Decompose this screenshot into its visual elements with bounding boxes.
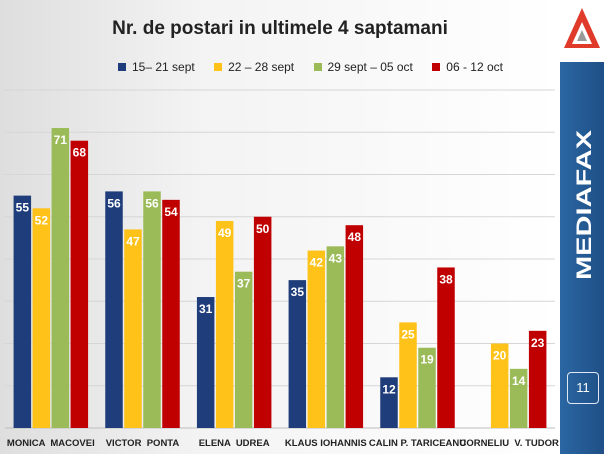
legend-swatch-2 <box>214 63 223 71</box>
bar-value-label: 20 <box>493 349 507 363</box>
legend-item-4: 06 - 12 oct <box>432 60 503 74</box>
bar-chart-plot: 55 52 71 68 MONICA MACOVEI 56 47 56 54 VICTOR PON… <box>5 89 559 449</box>
category-label: KLAUS IOHANNIS <box>285 438 367 449</box>
bar <box>70 140 89 428</box>
bar <box>509 368 528 428</box>
legend: 15– 21 sept 22 – 28 sept 29 sept – 05 oc… <box>118 60 503 74</box>
bar-value-label: 48 <box>348 230 362 244</box>
bar <box>253 216 272 428</box>
bar <box>418 347 436 428</box>
chart-area <box>0 0 560 454</box>
category-label: MONICA MACOVEI <box>7 438 95 449</box>
bar-value-label: 49 <box>218 226 232 240</box>
triangle-logo-icon <box>564 8 600 48</box>
bar <box>51 128 70 428</box>
bar <box>380 377 398 428</box>
bar-value-label: 56 <box>145 196 159 210</box>
bar <box>437 267 455 428</box>
bar-value-label: 42 <box>310 256 324 270</box>
bar-value-label: 23 <box>531 336 545 350</box>
bar <box>288 280 307 428</box>
bar-value-label: 25 <box>401 327 415 341</box>
category-label: CALIN P. TARICEANU <box>369 438 466 449</box>
legend-label-2: 22 – 28 sept <box>228 60 295 74</box>
bar-value-label: 56 <box>107 196 121 210</box>
bar-value-label: 19 <box>420 353 434 367</box>
category-label: VICTOR PONTA <box>106 438 180 449</box>
bar-value-label: 55 <box>16 201 30 215</box>
legend-item-3: 29 sept – 05 oct <box>313 60 413 74</box>
bar-value-label: 35 <box>291 285 305 299</box>
legend-swatch-1 <box>118 63 126 71</box>
bar-value-label: 37 <box>237 277 251 291</box>
brand-text: MEDIAFAX <box>573 130 596 280</box>
bar <box>307 250 326 428</box>
mediafax-sidebar: MEDIAFAX 11 <box>560 0 604 454</box>
bar-value-label: 12 <box>382 382 396 396</box>
bar <box>124 229 142 428</box>
bar <box>345 225 364 428</box>
bar-value-label: 47 <box>126 234 140 248</box>
category-label: ELENA UDREA <box>199 438 270 449</box>
page-number: 11 <box>567 372 599 404</box>
brand-label: MEDIAFAX <box>573 130 596 280</box>
bar <box>143 191 161 428</box>
bar <box>162 199 180 428</box>
bar-value-label: 50 <box>256 222 270 236</box>
bar-value-label: 54 <box>164 205 178 219</box>
bar <box>13 195 32 428</box>
legend-label-1: 15– 21 sept <box>132 60 195 74</box>
legend-item-2: 22 – 28 sept <box>214 60 294 74</box>
chart-title: Nr. de postari in ultimele 4 saptamani <box>112 18 448 39</box>
legend-label-3: 29 sept – 05 oct <box>327 60 413 74</box>
legend-swatch-4 <box>432 63 441 71</box>
bar <box>215 220 234 428</box>
bar-value-label: 31 <box>199 302 213 316</box>
bar <box>399 322 417 428</box>
bar-value-label: 68 <box>73 146 87 160</box>
bar <box>196 297 215 428</box>
bar-value-label: 14 <box>512 374 526 388</box>
legend-swatch-3 <box>313 63 322 71</box>
legend-item-1: 15– 21 sept <box>118 60 195 74</box>
bar-value-label: 52 <box>35 213 49 227</box>
bar-value-label: 43 <box>329 251 343 265</box>
bar <box>326 246 345 428</box>
bar-value-label: 38 <box>439 272 453 286</box>
category-label: CORNELIU V. TUDOR <box>459 438 559 449</box>
bar-value-label: 71 <box>54 133 68 147</box>
bar <box>234 271 253 428</box>
mediafax-logo <box>560 0 604 62</box>
bar <box>105 191 123 428</box>
bar <box>528 330 547 428</box>
legend-label-4: 06 - 12 oct <box>446 60 503 74</box>
bar <box>32 208 51 428</box>
bar <box>490 343 509 428</box>
